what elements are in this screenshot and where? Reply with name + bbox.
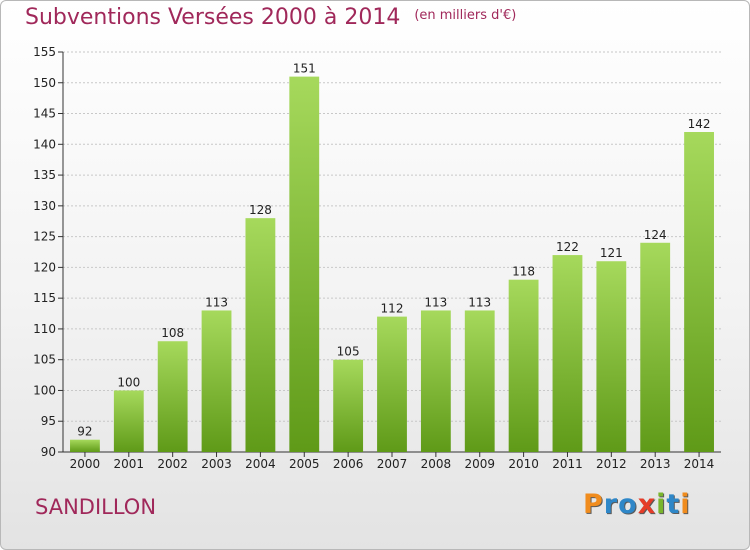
logo-letter: P xyxy=(583,489,604,520)
logo-letter: r xyxy=(603,489,619,520)
bar xyxy=(464,310,495,452)
chart-unit: (en milliers d'€) xyxy=(414,8,517,23)
city-name: SANDILLON xyxy=(35,495,157,519)
x-tick-label: 2012 xyxy=(596,457,627,471)
y-tick-label: 120 xyxy=(33,260,56,274)
y-tick-label: 150 xyxy=(33,76,56,90)
bar-value-label: 122 xyxy=(556,240,579,254)
x-tick-label: 2014 xyxy=(684,457,715,471)
chart-title-text: Subventions Versées 2000 à 2014 xyxy=(25,5,401,30)
logo-letter: i xyxy=(680,489,691,520)
bar xyxy=(70,439,100,452)
y-tick-label: 155 xyxy=(33,45,56,59)
y-tick-label: 90 xyxy=(41,445,56,459)
bar-value-label: 128 xyxy=(249,203,272,217)
logo-letter: i xyxy=(656,489,667,520)
x-tick-label: 2002 xyxy=(157,457,188,471)
x-tick-label: 2009 xyxy=(464,457,495,471)
bar-value-label: 105 xyxy=(337,345,360,359)
labels: 90 95 100 105 110 115 120 125 130 135 140 145 150 155… xyxy=(33,45,714,471)
bar xyxy=(552,255,583,452)
bar-value-label: 112 xyxy=(381,302,404,316)
bar-value-label: 124 xyxy=(644,228,667,242)
y-tick-label: 100 xyxy=(33,383,56,397)
bar xyxy=(508,279,539,452)
bar xyxy=(157,341,188,452)
bar-value-label: 118 xyxy=(512,265,535,279)
logo-letter: x xyxy=(637,489,657,520)
bar-value-label: 92 xyxy=(77,425,92,439)
x-tick-label: 2000 xyxy=(70,457,101,471)
x-tick-label: 2011 xyxy=(552,457,583,471)
bar xyxy=(420,310,451,452)
bar-value-label: 113 xyxy=(205,295,228,309)
bar-value-label: 108 xyxy=(161,326,184,340)
x-tick-label: 2006 xyxy=(333,457,364,471)
y-tick-label: 110 xyxy=(33,322,56,336)
y-tick-label: 95 xyxy=(41,414,56,428)
y-tick-label: 135 xyxy=(33,168,56,182)
bars xyxy=(70,76,714,452)
bar-value-label: 113 xyxy=(468,295,491,309)
logo-letter: t xyxy=(666,489,681,520)
x-tick-label: 2001 xyxy=(114,457,145,471)
bar xyxy=(289,76,320,452)
logo-letter: o xyxy=(618,489,638,520)
bar xyxy=(333,359,364,452)
x-tick-label: 2008 xyxy=(421,457,452,471)
chart-title: Subventions Versées 2000 à 2014 (en milli… xyxy=(25,5,516,30)
proxiti-logo[interactable]: Proxiti xyxy=(583,489,691,520)
bar xyxy=(245,218,276,452)
y-tick-label: 125 xyxy=(33,230,56,244)
bar-value-label: 121 xyxy=(600,246,623,260)
x-tick-label: 2003 xyxy=(201,457,232,471)
x-tick-label: 2004 xyxy=(245,457,276,471)
bar xyxy=(640,242,671,452)
y-tick-label: 140 xyxy=(33,137,56,151)
bar xyxy=(113,390,144,452)
x-tick-label: 2010 xyxy=(508,457,539,471)
bar xyxy=(377,316,407,452)
x-tick-label: 2005 xyxy=(289,457,320,471)
x-tick-label: 2013 xyxy=(640,457,671,471)
bar xyxy=(684,132,714,452)
bar-value-label: 142 xyxy=(688,117,711,131)
x-tick-label: 2007 xyxy=(377,457,408,471)
bar-value-label: 100 xyxy=(117,375,140,389)
y-tick-label: 130 xyxy=(33,199,56,213)
bar xyxy=(201,310,232,452)
bar-value-label: 113 xyxy=(424,295,447,309)
y-tick-label: 105 xyxy=(33,353,56,367)
y-tick-label: 115 xyxy=(33,291,56,305)
bar xyxy=(596,261,627,452)
y-tick-label: 145 xyxy=(33,107,56,121)
bar-value-label: 151 xyxy=(293,62,316,76)
